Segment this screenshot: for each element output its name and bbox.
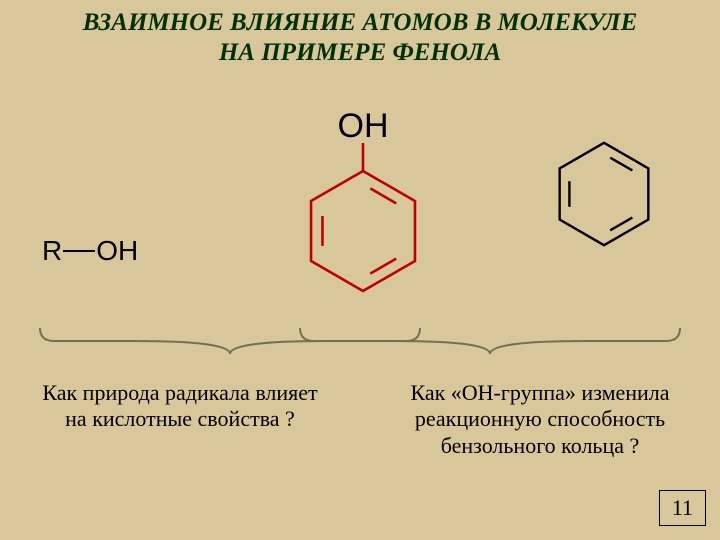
structure-benzene [540, 130, 668, 263]
caption-left-line1: Как природа радикала влияет [42, 380, 317, 405]
roh-bond [63, 250, 95, 252]
caption-right: Как «ОН-группа» изменила реакционную спо… [380, 380, 700, 459]
braces-area [0, 310, 720, 370]
page-number: 11 [672, 495, 693, 520]
slide-title: ВЗАИМНОЕ ВЛИЯНИЕ АТОМОВ В МОЛЕКУЛЕ НА ПР… [0, 0, 720, 68]
roh-r: R [42, 235, 62, 266]
braces-svg [0, 310, 720, 370]
structures-area: R OH OH [0, 85, 720, 315]
title-line1: ВЗАИМНОЕ ВЛИЯНИЕ АТОМОВ В МОЛЕКУЛЕ [83, 9, 638, 36]
caption-right-line3: бензольного кольца ? [441, 433, 640, 458]
title-line2: НА ПРИМЕРЕ ФЕНОЛА [219, 39, 501, 66]
caption-right-line1: Как «ОН-группа» изменила [410, 380, 669, 405]
caption-left-line2: на кислотные свойства ? [65, 406, 295, 431]
structure-phenol: OH [288, 90, 438, 311]
caption-left: Как природа радикала влияет на кислотные… [20, 380, 340, 433]
structure-roh: R OH [42, 235, 138, 267]
page-number-box: 11 [659, 490, 706, 526]
benzene-svg [540, 130, 668, 258]
svg-text:OH: OH [338, 107, 389, 145]
caption-right-line2: реакционную способность [415, 406, 665, 431]
phenol-svg: OH [288, 90, 438, 306]
roh-oh: OH [96, 235, 138, 266]
